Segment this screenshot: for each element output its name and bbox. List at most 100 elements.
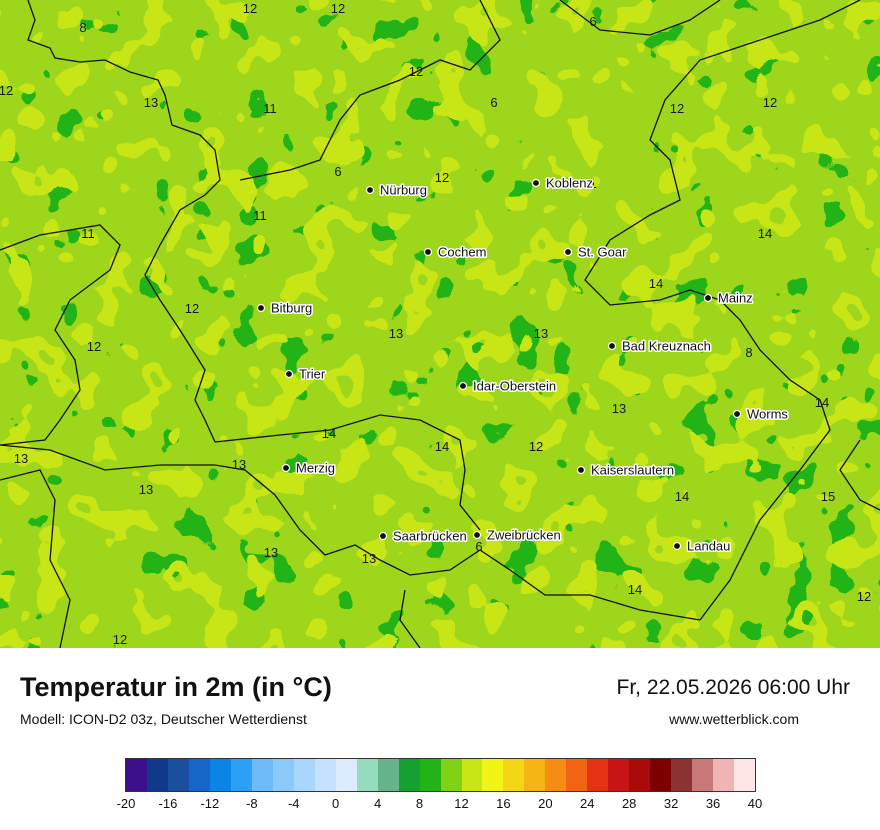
border-far-south-west — [0, 469, 71, 648]
city-label: Landau — [687, 539, 730, 554]
legend-tick-label: 24 — [580, 796, 595, 811]
city-label: Mainz — [718, 291, 753, 306]
temperature-value: 12 — [87, 339, 101, 354]
city-dot — [423, 247, 433, 257]
legend-swatch — [566, 759, 588, 791]
city-marker: Mainz — [703, 289, 754, 307]
legend-tick-label: -16 — [158, 796, 178, 811]
temperature-value: 8 — [79, 20, 86, 35]
legend-tick-label: 0 — [332, 796, 340, 811]
temperature-value: 12 — [670, 101, 684, 116]
legend-swatch — [293, 759, 315, 791]
legend-tick-labels: -20 -16 -12 -8 -4 0 4 8 12 16 20 24 28 32 36 40 — [117, 792, 763, 812]
temperature-value: 12 — [529, 439, 543, 454]
temperature-value: 14 — [649, 276, 663, 291]
temperature-value: 12 — [435, 170, 449, 185]
legend-tick-label: 12 — [454, 796, 469, 811]
temperature-value: 14 — [435, 439, 449, 454]
website-link: www.wetterblick.com — [669, 711, 799, 727]
temperature-value: 6 — [490, 95, 497, 110]
forecast-datetime: Fr, 22.05.2026 06:00 Uhr — [616, 676, 851, 699]
legend-swatch — [335, 759, 357, 791]
city-dot — [284, 369, 294, 379]
legend-swatch — [146, 759, 168, 791]
legend-tick-label: 36 — [705, 796, 721, 811]
legend-tick-label: -4 — [287, 796, 300, 811]
temperature-value: 13 — [389, 326, 403, 341]
legend-swatch — [440, 759, 462, 791]
city-marker: Bad Kreuznach — [607, 337, 712, 355]
legend-tick-label: -12 — [200, 796, 220, 811]
city-marker: Cochem — [423, 243, 488, 261]
city-label: Saarbrücken — [393, 529, 467, 544]
legend-swatch — [629, 759, 651, 791]
temperature-value: 13 — [14, 451, 28, 466]
legend-swatch — [209, 759, 231, 791]
temperature-value: 15 — [821, 489, 835, 504]
legend-tick-label: 28 — [621, 796, 637, 811]
temperature-value: 11 — [81, 226, 95, 241]
city-label: Trier — [299, 367, 326, 382]
legend-swatch — [251, 759, 273, 791]
city-marker: Koblenz — [531, 174, 594, 192]
legend-tick-label: -20 — [116, 796, 136, 811]
temperature-value: 6 — [334, 164, 341, 179]
border-far-south — [399, 589, 421, 648]
legend-swatch — [188, 759, 210, 791]
city-marker: Landau — [672, 537, 732, 555]
color-legend: -20 -16 -12 -8 -4 0 4 8 12 16 20 24 28 32 36 40 — [117, 758, 763, 812]
temperature-value: 8 — [745, 345, 752, 360]
city-dot — [576, 465, 586, 475]
city-label: Bitburg — [271, 301, 312, 316]
city-label: Zweibrücken — [487, 528, 561, 543]
border-south-east-extra — [839, 439, 880, 511]
model-source: Modell: ICON-D2 03z, Deutscher Wetterdie… — [20, 711, 307, 727]
temperature-value: 6 — [475, 539, 482, 554]
legend-swatch — [377, 759, 399, 791]
border-luxembourg — [0, 224, 121, 446]
temperature-value: 12 — [409, 64, 423, 79]
legend-tick-label: 4 — [373, 796, 382, 811]
city-marker: Saarbrücken — [378, 527, 468, 545]
city-marker: Worms — [732, 405, 790, 423]
temperature-value: 11 — [263, 101, 277, 116]
legend-tick-label: 16 — [496, 796, 511, 811]
legend-swatch — [482, 759, 504, 791]
border-north — [239, 0, 501, 181]
legend-swatch — [713, 759, 735, 791]
legend-swatch — [167, 759, 189, 791]
legend-color-bar — [125, 758, 756, 792]
city-dot — [607, 341, 617, 351]
city-label: Merzig — [296, 461, 335, 476]
temperature-value: 13 — [534, 326, 548, 341]
border-north-east — [559, 0, 721, 36]
city-label: Koblenz — [546, 176, 593, 191]
city-marker: Zweibrücken — [472, 526, 562, 544]
temperature-value: 12 — [185, 301, 199, 316]
legend-swatch — [503, 759, 525, 791]
city-dot — [563, 247, 573, 257]
temperature-value: 14 — [758, 226, 772, 241]
temperature-value: 13 — [232, 457, 246, 472]
city-label: Bad Kreuznach — [622, 339, 711, 354]
temperature-value: 14 — [675, 489, 689, 504]
legend-swatch — [398, 759, 420, 791]
legend-swatch — [461, 759, 483, 791]
temperature-value: 13 — [612, 401, 626, 416]
city-marker: Bitburg — [256, 299, 314, 317]
temperature-value: 14 — [628, 582, 642, 597]
city-dot — [732, 409, 742, 419]
temperature-value: 6 — [589, 14, 596, 29]
legend-swatch — [650, 759, 672, 791]
temperature-value: 14 — [322, 426, 336, 441]
city-dot — [365, 185, 375, 195]
border-saarland — [214, 414, 481, 531]
city-dot — [472, 530, 482, 540]
city-dot — [256, 303, 266, 313]
temperature-value: 13 — [139, 482, 153, 497]
temperature-value: 12 — [331, 1, 345, 16]
city-marker: St. Goar — [563, 243, 629, 261]
city-marker: Merzig — [281, 459, 337, 477]
city-marker: Nürburg — [365, 181, 428, 199]
city-dot — [672, 541, 682, 551]
